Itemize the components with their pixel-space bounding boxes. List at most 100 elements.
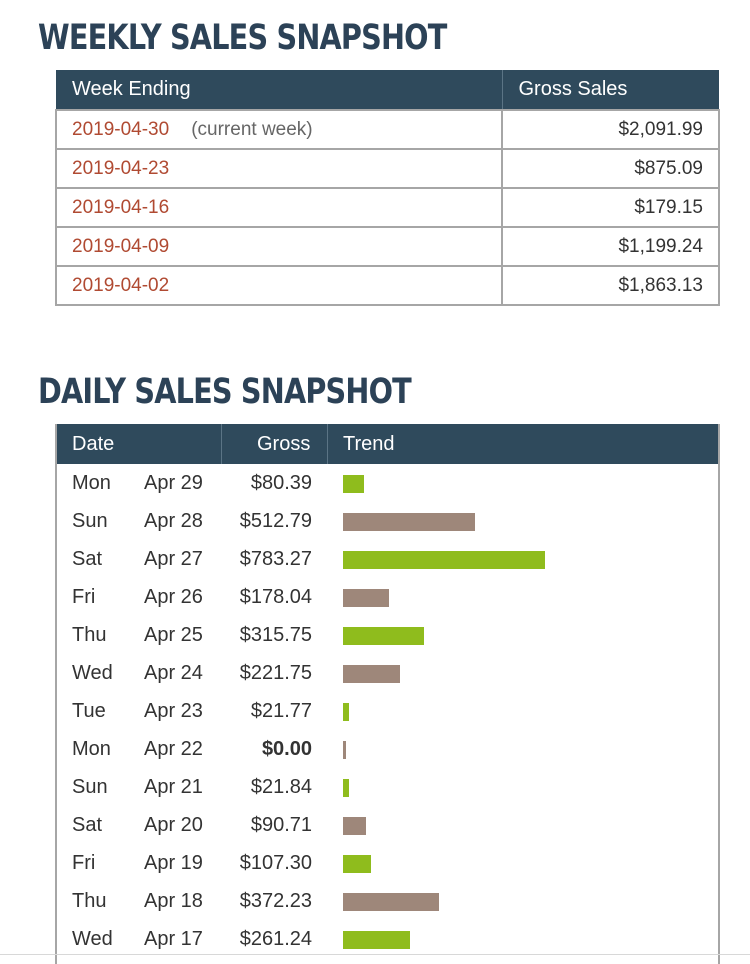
daily-sales-table: Date Gross Trend Mon Apr 29 $80.39 Sun Apr 2… xyxy=(55,424,720,964)
weekday-cell: Sat xyxy=(72,548,103,570)
weekday-cell: Tue xyxy=(72,700,106,722)
date-cell: Apr 17 xyxy=(144,928,203,950)
gross-cell: $178.04 xyxy=(239,586,312,608)
trend-bar xyxy=(343,703,349,721)
date-cell: Apr 18 xyxy=(144,890,203,912)
daily-row: Wed Apr 17 $261.24 xyxy=(57,920,718,958)
trend-bar xyxy=(343,855,371,873)
date-cell: Apr 27 xyxy=(144,548,203,570)
trend-bar xyxy=(343,741,346,759)
week-ending-cell: 2019-04-09 xyxy=(55,226,503,267)
gross-sales-cell: $1,199.24 xyxy=(501,226,720,267)
daily-sales-title: DAILY SALES SNAPSHOT xyxy=(38,372,412,412)
week-ending-cell: 2019-04-16 xyxy=(55,187,503,228)
daily-row: Fri Apr 26 $178.04 xyxy=(57,578,718,616)
gross-cell: $80.39 xyxy=(250,472,312,494)
weekday-cell: Sun xyxy=(72,510,108,532)
trend-bar xyxy=(343,589,389,607)
date-cell: Apr 26 xyxy=(144,586,203,608)
gross-sales-cell: $179.15 xyxy=(501,187,720,228)
date-cell: Apr 28 xyxy=(144,510,203,532)
weekly-header-row: Week Ending Gross Sales xyxy=(56,70,719,110)
trend-bar xyxy=(343,475,364,493)
gross-cell: $221.75 xyxy=(239,662,312,684)
daily-row: Mon Apr 22 $0.00 xyxy=(57,730,718,768)
gross-cell: $21.84 xyxy=(250,776,312,798)
date-cell: Apr 21 xyxy=(144,776,203,798)
trend-bar xyxy=(343,931,410,949)
gross-sales-cell: $2,091.99 xyxy=(501,109,720,150)
gross-sales-header: Gross Sales xyxy=(501,70,719,110)
weekday-cell: Mon xyxy=(72,738,111,760)
date-cell: Apr 24 xyxy=(144,662,203,684)
date-cell: Apr 19 xyxy=(144,852,203,874)
weekly-row: 2019-04-30 (current week) $2,091.99 xyxy=(55,109,720,150)
page-divider xyxy=(0,954,750,955)
date-cell: Apr 23 xyxy=(144,700,203,722)
week-ending-cell: 2019-04-23 xyxy=(55,148,503,189)
week-ending-link[interactable]: 2019-04-02 xyxy=(72,274,170,296)
gross-cell: $261.24 xyxy=(239,928,312,950)
date-cell: Apr 20 xyxy=(144,814,203,836)
date-cell: Apr 22 xyxy=(144,738,203,760)
gross-cell: $0.00 xyxy=(261,738,312,760)
gross-header: Gross xyxy=(257,433,311,455)
weekly-row: 2019-04-23 $875.09 xyxy=(55,148,720,189)
week-ending-link[interactable]: 2019-04-16 xyxy=(72,196,170,218)
week-ending-cell: 2019-04-02 xyxy=(55,265,503,306)
trend-header: Trend xyxy=(343,433,395,455)
trend-bar xyxy=(343,665,400,683)
weekday-cell: Sat xyxy=(72,814,103,836)
trend-bar xyxy=(343,513,475,531)
weekday-cell: Thu xyxy=(72,890,107,912)
daily-row: Wed Apr 24 $221.75 xyxy=(57,654,718,692)
date-cell: Apr 29 xyxy=(144,472,203,494)
weekday-cell: Wed xyxy=(72,928,113,950)
week-ending-link[interactable]: 2019-04-09 xyxy=(72,235,170,257)
gross-sales-cell: $875.09 xyxy=(501,148,720,189)
daily-row: Tue Apr 23 $21.77 xyxy=(57,692,718,730)
daily-row: Sat Apr 20 $90.71 xyxy=(57,806,718,844)
weekly-row: 2019-04-16 $179.15 xyxy=(55,187,720,228)
daily-row: Thu Apr 25 $315.75 xyxy=(57,616,718,654)
gross-cell: $372.23 xyxy=(239,890,312,912)
date-cell: Apr 25 xyxy=(144,624,203,646)
weekly-row: 2019-04-09 $1,199.24 xyxy=(55,226,720,267)
daily-row: Mon Apr 29 $80.39 xyxy=(57,464,718,502)
daily-row: Sun Apr 28 $512.79 xyxy=(57,502,718,540)
header-divider xyxy=(221,424,222,464)
weekly-row: 2019-04-02 $1,863.13 xyxy=(55,265,720,306)
gross-cell: $512.79 xyxy=(239,510,312,532)
gross-sales-cell: $1,863.13 xyxy=(501,265,720,306)
trend-bar xyxy=(343,779,349,797)
gross-cell: $21.77 xyxy=(250,700,312,722)
daily-header-row: Date Gross Trend xyxy=(57,424,718,464)
week-ending-cell: 2019-04-30 (current week) xyxy=(55,109,503,150)
trend-bar xyxy=(343,893,439,911)
daily-row: Thu Apr 18 $372.23 xyxy=(57,882,718,920)
weekday-cell: Mon xyxy=(72,472,111,494)
gross-cell: $783.27 xyxy=(239,548,312,570)
week-ending-link[interactable]: 2019-04-23 xyxy=(72,157,170,179)
daily-row: Sun Apr 21 $21.84 xyxy=(57,768,718,806)
week-ending-link[interactable]: 2019-04-30 xyxy=(72,118,170,140)
weekday-cell: Wed xyxy=(72,662,113,684)
trend-bar xyxy=(343,627,424,645)
trend-bar xyxy=(343,817,366,835)
header-divider xyxy=(327,424,328,464)
weekday-cell: Sun xyxy=(72,776,108,798)
weekly-sales-title: WEEKLY SALES SNAPSHOT xyxy=(38,18,447,58)
current-week-note: (current week) xyxy=(191,118,313,140)
gross-cell: $315.75 xyxy=(239,624,312,646)
daily-row: Sat Apr 27 $783.27 xyxy=(57,540,718,578)
trend-bar xyxy=(343,551,545,569)
date-header: Date xyxy=(72,433,115,455)
weekday-cell: Fri xyxy=(72,852,96,874)
gross-cell: $90.71 xyxy=(250,814,312,836)
weekly-sales-table: Week Ending Gross Sales 2019-04-30 (curre… xyxy=(55,70,720,306)
weekday-cell: Fri xyxy=(72,586,96,608)
gross-cell: $107.30 xyxy=(239,852,312,874)
week-ending-header: Week Ending xyxy=(56,70,502,110)
weekday-cell: Thu xyxy=(72,624,107,646)
daily-row: Fri Apr 19 $107.30 xyxy=(57,844,718,882)
